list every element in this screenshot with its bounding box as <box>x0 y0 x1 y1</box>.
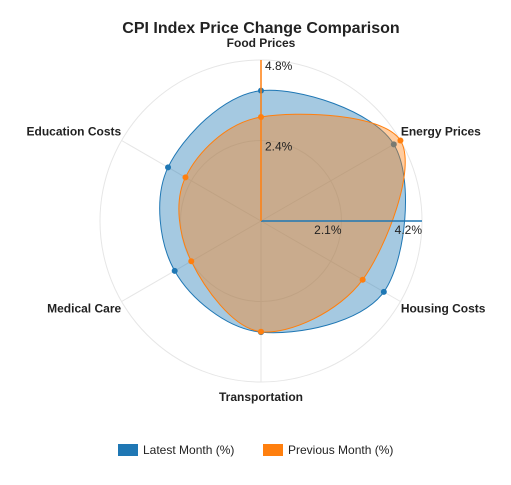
legend-label: Previous Month (%) <box>288 443 393 457</box>
point <box>171 267 178 274</box>
point <box>188 258 195 265</box>
y2-tick-label: 4.8% <box>265 59 293 73</box>
point <box>359 276 366 283</box>
point <box>165 164 172 171</box>
category-label: Food Prices <box>227 36 296 50</box>
point <box>397 137 404 144</box>
point <box>182 174 189 181</box>
category-label: Medical Care <box>47 302 121 316</box>
point <box>390 141 397 148</box>
spoke <box>260 220 401 302</box>
category-label: Housing Costs <box>401 302 486 316</box>
legend-swatch <box>263 444 283 456</box>
point <box>258 328 264 335</box>
legend-label: Latest Month (%) <box>143 443 234 457</box>
legend-swatch <box>118 444 138 456</box>
category-label: Transportation <box>219 390 303 404</box>
y-tick-label: 4.2% <box>395 223 423 237</box>
category-label: Education Costs <box>26 125 121 139</box>
spoke <box>260 140 401 222</box>
spoke <box>121 140 262 222</box>
chart-title: CPI Index Price Change Comparison <box>122 20 399 37</box>
point <box>380 288 387 295</box>
category-label: Energy Prices <box>401 125 481 139</box>
y-tick-label: 2.1% <box>314 223 342 237</box>
y2-tick-label: 2.4% <box>265 140 293 154</box>
